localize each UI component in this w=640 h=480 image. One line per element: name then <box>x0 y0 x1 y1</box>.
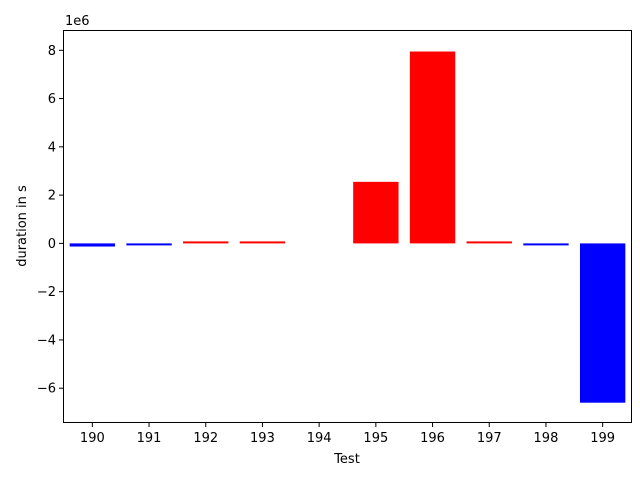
x-tick-label: 198 <box>534 431 559 446</box>
bar-191 <box>126 243 172 246</box>
bars-layer <box>69 51 626 403</box>
x-tick-label: 192 <box>193 431 218 446</box>
y-tick-label: 4 <box>48 140 56 155</box>
y-tick-label: 6 <box>48 92 56 107</box>
x-tick-label: 191 <box>137 431 162 446</box>
x-tick-label: 194 <box>307 431 332 446</box>
x-tick-label: 193 <box>250 431 275 446</box>
bar-196 <box>409 51 456 244</box>
y-axis-offset-text: 1e6 <box>65 14 90 29</box>
x-tick-label: 190 <box>80 431 105 446</box>
x-tick-label: 196 <box>420 431 445 446</box>
y-tick-label: 8 <box>48 44 56 59</box>
bar-197 <box>466 241 512 244</box>
y-tick-label: −2 <box>37 285 56 300</box>
bar-198 <box>523 243 569 246</box>
y-tick-label: −4 <box>37 333 56 348</box>
x-tick-label: 199 <box>590 431 615 446</box>
y-axis: −6 −4 −2 0 2 4 6 8 <box>37 44 64 397</box>
bar-195 <box>353 181 399 244</box>
x-tick-label: 195 <box>363 431 388 446</box>
y-tick-label: 0 <box>48 237 56 252</box>
bar-199 <box>579 243 626 403</box>
y-tick-label: 2 <box>48 189 56 204</box>
x-axis-label: Test <box>333 452 360 467</box>
bar-192 <box>183 241 229 244</box>
y-tick-label: −6 <box>37 382 56 397</box>
bar-190 <box>69 243 116 247</box>
bar-193 <box>239 241 286 244</box>
x-tick-label: 197 <box>477 431 502 446</box>
plot-frame <box>63 30 632 423</box>
y-axis-label: duration in s <box>15 185 30 267</box>
x-axis: 190 191 192 193 194 195 196 197 198 199 <box>80 422 615 446</box>
